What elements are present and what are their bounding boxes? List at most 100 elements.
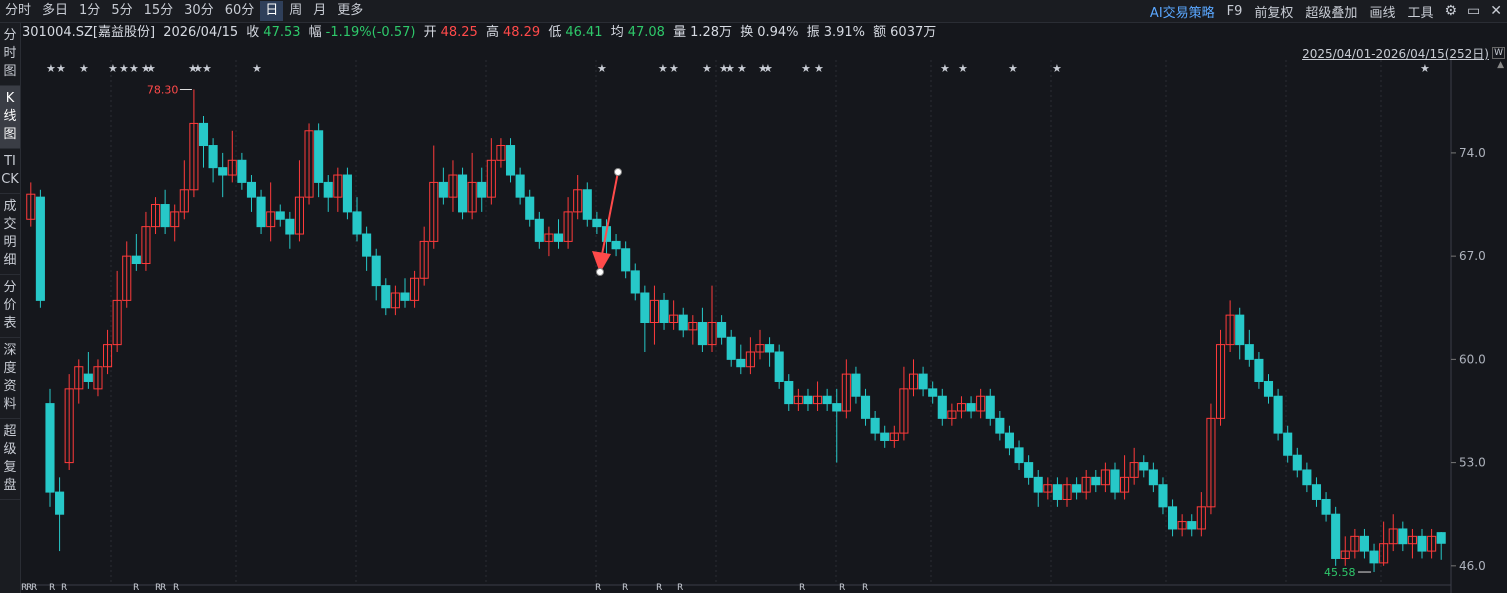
candle-body [26,193,36,220]
candle-body [1292,454,1302,471]
tab-1min[interactable]: 1分 [79,3,101,18]
draw-line-button[interactable]: 画线 [1369,5,1396,21]
rights-marker-icon: R [61,583,67,593]
window-icon[interactable]: ▭ [1467,3,1481,19]
tab-multi-day[interactable]: 多日 [42,3,69,18]
event-star-icon: ★ [193,62,203,75]
event-star-icon: ★ [119,62,129,75]
event-star-icon: ★ [763,62,773,75]
candle-body [1302,469,1312,486]
vol-value: 1.28万 [690,25,733,40]
candle-body [611,240,621,250]
candle-body [304,130,314,198]
f9-button[interactable]: F9 [1226,3,1243,19]
candle-body [717,322,727,338]
candle-body [1225,314,1235,346]
candle-body [237,159,247,183]
tab-week[interactable]: 周 [289,3,303,18]
candle-body [649,299,659,323]
candle-body [218,167,228,176]
close-value: 47.53 [263,25,301,40]
candle-body [112,299,122,346]
candle-body [362,233,372,257]
candle-body [1350,535,1360,552]
event-star-icon: ★ [958,62,968,75]
candle-body [246,181,257,198]
event-star-icon: ★ [758,62,768,75]
event-star-icon: ★ [56,62,66,75]
candle-body [592,218,602,228]
event-star-icon: ★ [108,62,118,75]
candle-body [553,233,564,242]
candle-body [1158,484,1168,508]
forward-adjust-button[interactable]: 前复权 [1254,5,1294,21]
sidebar-item-price-table[interactable]: 分价表 [0,275,20,338]
close-label: 收 [246,25,260,40]
candle-body [908,373,919,390]
candle-body [103,344,113,368]
event-star-icon: ★ [188,62,198,75]
candle-body [697,322,707,346]
candle-body [745,351,755,368]
candle-body [956,403,967,412]
tab-30min[interactable]: 30分 [184,3,214,18]
rights-marker-icon: R [862,583,868,593]
ai-strategy-button[interactable]: AI交易策略 [1149,5,1215,21]
sidebar-item-kline[interactable]: K线图 [0,86,20,149]
sidebar-item-super-review[interactable]: 超级复盘 [0,419,20,500]
sidebar-item-trades[interactable]: 成交明细 [0,194,20,275]
close-icon[interactable]: ✕ [1490,3,1502,19]
candle-body [659,299,669,323]
candle-body [1215,344,1226,419]
candle-body [563,211,573,242]
sidebar-item-depth-info[interactable]: 深度资料 [0,338,20,419]
weight-icon[interactable]: W [1492,47,1505,59]
candle-body [1120,476,1130,493]
candle-body [803,395,813,405]
candle-body [1235,314,1245,346]
rights-marker-icon: R [49,583,55,593]
tab-5min[interactable]: 5分 [111,3,133,18]
tab-fenshi[interactable]: 分时 [5,3,32,18]
event-star-icon: ★ [1008,62,1018,75]
event-star-icon: ★ [1420,62,1430,75]
candle-body [150,204,161,228]
candle-body [1100,469,1110,486]
turnover-label: 换 [740,25,754,40]
tab-day[interactable]: 日 [260,1,284,21]
candle-body [1273,395,1283,434]
date-range-label[interactable]: 2025/04/01-2026/04/15(252日) [1302,47,1489,61]
candle-body [55,491,65,515]
sidebar-item-tick[interactable]: TICK [0,149,20,194]
rights-marker-icon: R [677,583,683,593]
candle-body [1254,358,1264,382]
candle-body [1196,506,1206,530]
candle-body [1244,344,1254,360]
gear-icon[interactable]: ⚙ [1444,3,1458,19]
tab-month[interactable]: 月 [313,3,327,18]
tools-button[interactable]: 工具 [1407,5,1434,21]
rights-marker-icon: R [839,583,845,593]
max-price-label: 78.30 [147,83,179,96]
annotation-arrow-line [599,171,619,266]
candle-body [755,344,765,353]
sidebar-item-fenshi[interactable]: 分时图 [0,23,20,86]
candle-body [1263,380,1274,397]
open-label: 开 [423,25,437,40]
candle-body [1129,462,1139,478]
candle-body [889,432,899,441]
candle-body [400,292,410,301]
event-star-icon: ★ [1052,62,1062,75]
candle-body [323,181,333,198]
tab-60min[interactable]: 60分 [224,3,255,18]
rights-marker-icon: R [26,583,32,593]
super-overlay-button[interactable]: 超级叠加 [1305,5,1358,21]
tab-15min[interactable]: 15分 [143,3,174,18]
candle-body [74,366,84,390]
candle-body [198,122,209,147]
triangle-icon[interactable]: ▲ [1497,60,1504,70]
candle-body [573,189,583,213]
candle-body [131,255,141,265]
tab-more[interactable]: 更多 [337,3,364,18]
